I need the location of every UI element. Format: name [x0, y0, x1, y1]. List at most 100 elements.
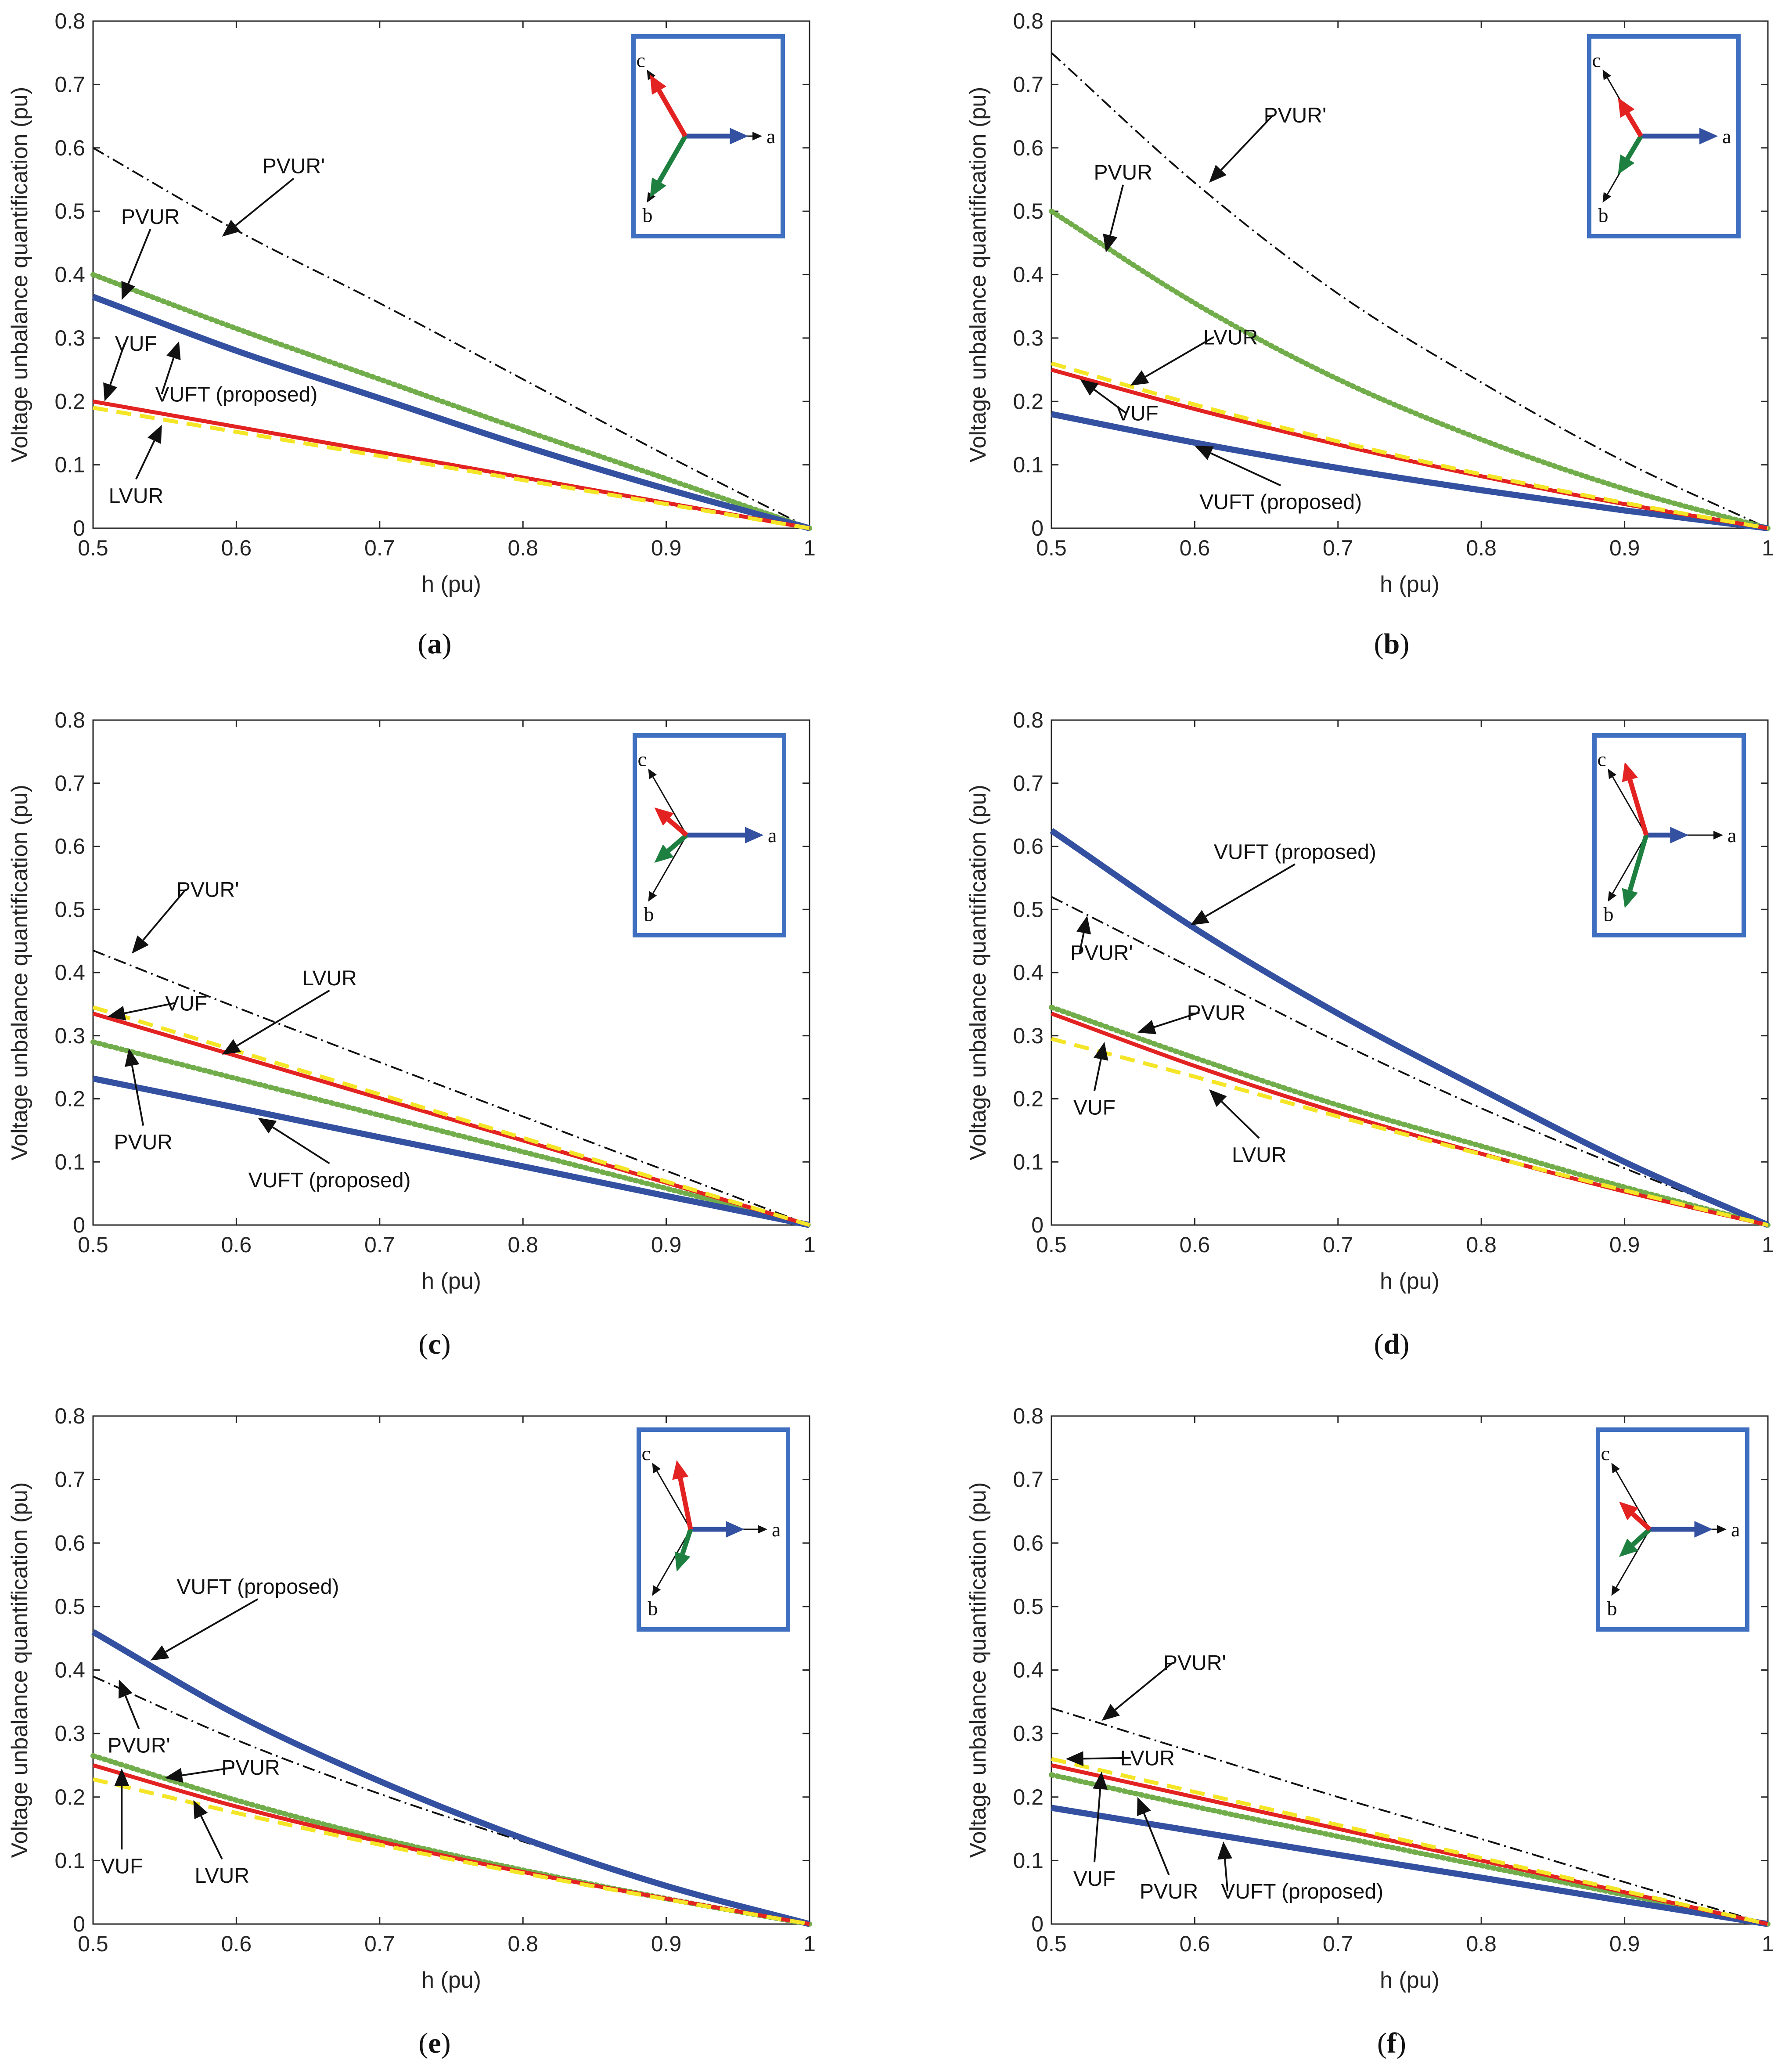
y-tick-label: 0.1 — [54, 453, 85, 477]
annotation-arrowhead — [1137, 1020, 1157, 1034]
y-tick-label: 0.1 — [1013, 453, 1044, 477]
reference-phasor-b-head — [652, 1585, 661, 1596]
annotation-arrow — [127, 229, 151, 284]
y-tick-label: 0.2 — [54, 1087, 85, 1111]
x-tick-label: 0.9 — [651, 1232, 682, 1257]
phasor-inset: a b c — [637, 1427, 790, 1632]
annotation-arrowhead — [1065, 1751, 1083, 1766]
unbalanced-phasor-c — [666, 818, 688, 837]
phasor-label-c: c — [1598, 748, 1606, 770]
annotation-arrow — [1094, 389, 1127, 414]
annotation-arrowhead — [165, 1768, 184, 1783]
annotation-label: VUFT (proposed) — [1199, 491, 1362, 514]
annotation-arrowhead — [150, 1645, 169, 1661]
reference-phasor-b-head — [1608, 891, 1617, 902]
x-tick-label: 0.7 — [364, 1232, 395, 1257]
reference-phasor-c-head — [652, 1463, 661, 1474]
x-tick-label: 1 — [803, 536, 816, 560]
x-tick-label: 0.8 — [1466, 536, 1497, 560]
series-line-vuft — [91, 1629, 810, 1927]
chart-panel-a: 0.5 0.6 0.7 0.8 0.9 1 0 0.1 0.2 0.3 0.4 0.5 0.6 0.7 0.… — [7, 9, 816, 660]
annotation-label: PVUR' — [108, 1734, 170, 1758]
series-line-lvur — [92, 1005, 810, 1227]
unbalanced-phasor-a-head — [1670, 827, 1689, 843]
reference-phasor-b-head — [647, 192, 656, 203]
y-tick-label: 0.3 — [1013, 326, 1044, 350]
annotation-arrowhead — [166, 341, 181, 360]
annotation-arrow — [109, 343, 126, 386]
annotation-label: VUFT (proposed) — [248, 1169, 411, 1192]
x-tick-label: 1 — [803, 1931, 816, 1956]
reference-phasor-c — [1612, 776, 1647, 836]
y-tick-label: 0.4 — [54, 263, 85, 287]
y-tick-label: 0.4 — [54, 1658, 85, 1683]
annotation-arrowhead — [148, 425, 162, 444]
series-line-pvur — [90, 272, 812, 531]
annotation-arrow — [237, 990, 330, 1047]
x-tick-label: 0.6 — [221, 1232, 252, 1257]
annotation-arrow — [135, 440, 155, 480]
y-tick-label: 0.4 — [1013, 263, 1044, 287]
phasor-label-c: c — [642, 1442, 651, 1464]
y-tick-label: 0.3 — [54, 1721, 85, 1746]
annotation-label: VUF — [165, 992, 207, 1015]
reference-phasor-c-head — [1608, 768, 1617, 779]
y-tick-label: 0.5 — [54, 1594, 85, 1619]
phasor-inset: a b c — [1587, 34, 1741, 238]
y-tick-label: 0.6 — [54, 834, 85, 859]
series-line-pvur — [1049, 1772, 1771, 1927]
reference-phasor-a-head — [1717, 1525, 1727, 1534]
annotation-arrow — [1224, 1859, 1229, 1892]
annotation-label: LVUR — [109, 484, 163, 508]
y-tick-label: 0.7 — [54, 72, 85, 97]
y-tick-label: 0.2 — [54, 389, 85, 414]
annotation-arrowhead — [1195, 446, 1214, 460]
x-tick-label: 0.5 — [1036, 1931, 1067, 1956]
phasor-label-a: a — [768, 824, 777, 847]
annotation-arrow — [1083, 1757, 1131, 1760]
y-tick-label: 0.8 — [1013, 1404, 1044, 1428]
annotation-arrowhead — [132, 935, 149, 954]
annotation-arrow — [1210, 452, 1281, 486]
series-line-pvur — [90, 1039, 812, 1228]
y-tick-label: 0.5 — [54, 897, 85, 922]
y-tick-label: 0.7 — [54, 1467, 85, 1492]
annotation-arrowhead — [114, 1768, 130, 1786]
annotation-label: VUFT (proposed) — [155, 383, 317, 406]
annotation-arrow — [1154, 1012, 1200, 1028]
annotation-label: VUFT (proposed) — [1214, 840, 1376, 864]
annotation-label: LVUR — [1203, 326, 1258, 349]
y-axis-label: Voltage unbalance quantification (pu) — [965, 87, 991, 463]
series-line-vuf — [92, 1012, 810, 1227]
series-line-lvur — [93, 406, 810, 530]
annotation-arrow — [124, 1002, 175, 1014]
x-tick-label: 0.5 — [1036, 536, 1067, 560]
reference-phasor-b — [1616, 1529, 1651, 1588]
y-axis-label: Voltage unbalance quantification (pu) — [7, 785, 32, 1160]
series-line-vuf — [1051, 368, 1768, 530]
annotation-label: VUFT (proposed) — [1221, 1880, 1383, 1903]
annotation-label: LVUR — [195, 1864, 249, 1888]
y-tick-label: 0.4 — [54, 960, 85, 985]
phasor-label-b: b — [644, 903, 654, 926]
y-tick-label: 0.6 — [54, 1531, 85, 1555]
annotation-arrow — [1114, 1662, 1173, 1711]
annotation-label: PVUR — [121, 205, 180, 229]
y-tick-label: 0.7 — [1013, 771, 1044, 796]
panel-caption: (e) — [418, 2027, 450, 2059]
annotation-arrowhead — [1094, 1042, 1108, 1061]
x-tick-label: 0.7 — [1323, 1931, 1353, 1956]
panel-caption: (d) — [1374, 1328, 1410, 1360]
annotation-arrow — [1093, 1789, 1101, 1863]
annotation-arrowhead — [1103, 234, 1118, 252]
reference-phasor-b-head — [1611, 1585, 1620, 1596]
x-tick-label: 0.7 — [364, 536, 395, 560]
series-line-vuft — [1051, 411, 1768, 531]
unbalanced-phasor-b — [1625, 135, 1643, 160]
unbalanced-phasor-c — [657, 89, 687, 137]
y-tick-label: 0.2 — [1013, 1087, 1044, 1111]
x-axis-label: h (pu) — [421, 1268, 481, 1294]
x-tick-label: 0.8 — [1466, 1931, 1497, 1956]
y-tick-label: 0.1 — [54, 1848, 85, 1873]
y-tick-label: 0.7 — [1013, 1467, 1044, 1492]
